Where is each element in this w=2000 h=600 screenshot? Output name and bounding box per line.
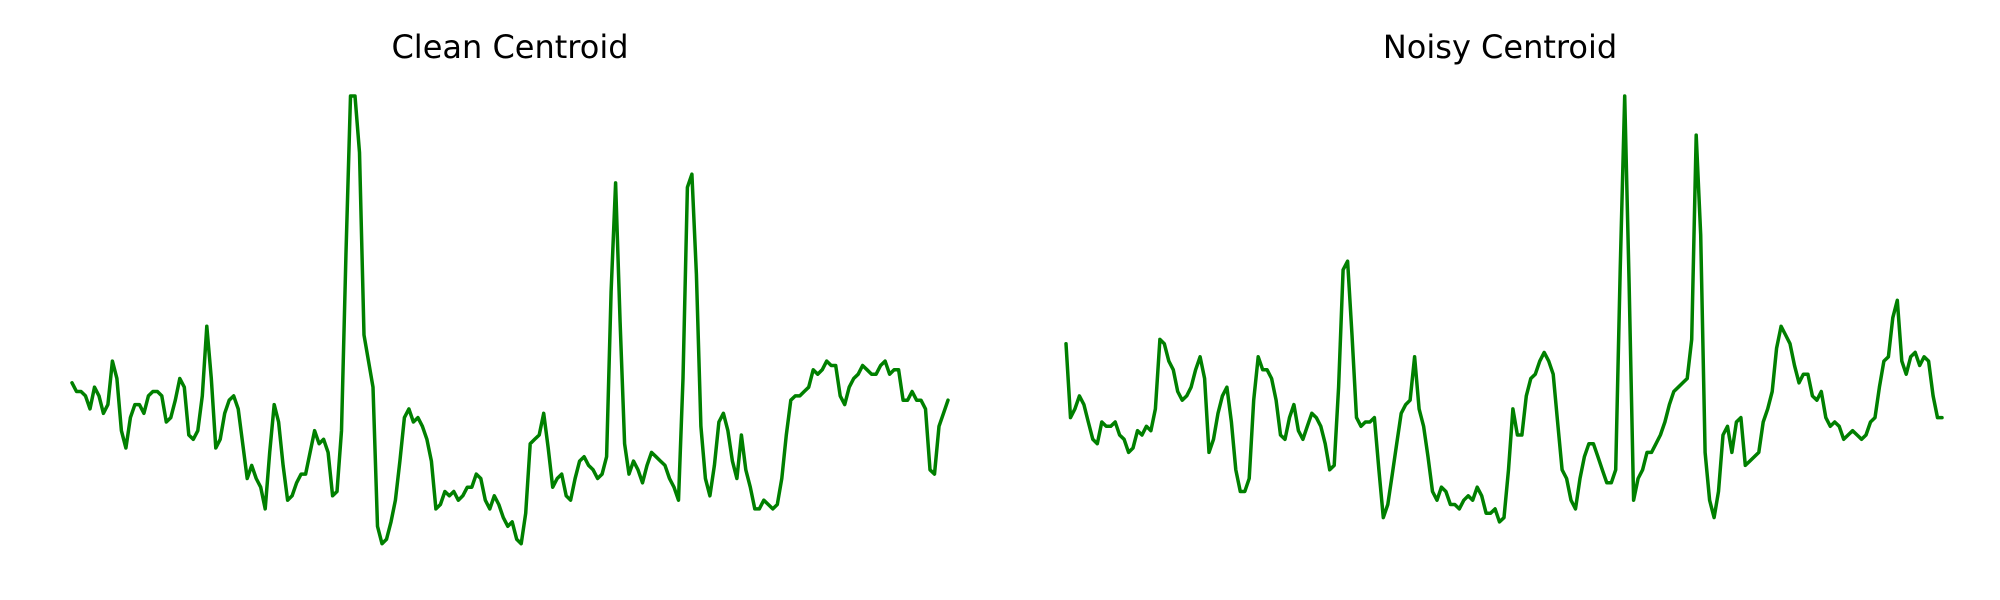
clean-centroid-panel: Clean Centroid — [70, 28, 950, 546]
noisy-centroid-panel: Noisy Centroid — [1064, 28, 1944, 524]
clean-centroid-series-line — [70, 94, 950, 546]
noisy-centroid-series-line — [1064, 94, 1944, 524]
chart-title-clean: Clean Centroid — [391, 28, 628, 66]
clean-centroid-data-points — [71, 95, 949, 544]
noisy-centroid-data-points — [1065, 95, 1943, 522]
chart-title-noisy: Noisy Centroid — [1383, 28, 1617, 66]
